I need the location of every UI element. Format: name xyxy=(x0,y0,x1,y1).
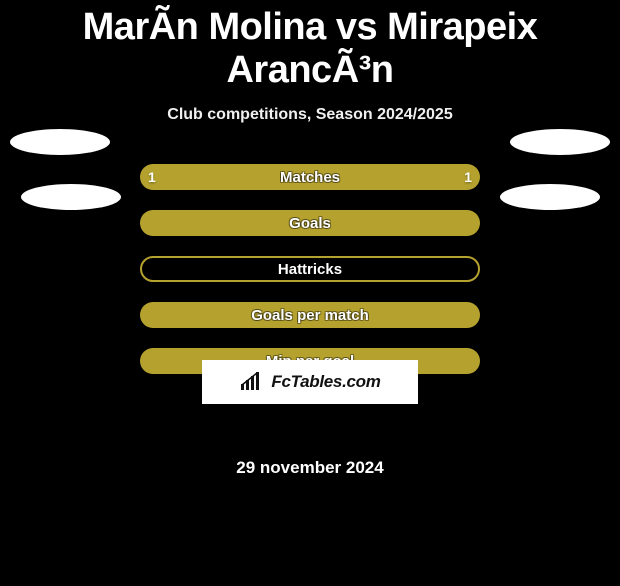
footer-date: 29 november 2024 xyxy=(0,458,620,478)
stat-value-right: 1 xyxy=(464,164,472,190)
player-disc xyxy=(10,129,110,155)
brand-name: FcTables xyxy=(271,372,342,391)
stat-bar xyxy=(140,210,480,236)
player-disc xyxy=(510,129,610,155)
stat-bar xyxy=(140,164,480,190)
player-disc xyxy=(500,184,600,210)
brand-suffix: .com xyxy=(342,372,380,391)
stat-row: Goals per match xyxy=(0,302,620,348)
stat-bar xyxy=(140,256,480,282)
player-disc xyxy=(21,184,121,210)
brand-badge[interactable]: FcTables.com xyxy=(202,360,418,404)
stat-row: Hattricks xyxy=(0,256,620,302)
bars-icon xyxy=(239,372,267,392)
page-title: MarÃ­n Molina vs Mirapeix ArancÃ³n xyxy=(0,6,620,92)
brand-text: FcTables.com xyxy=(271,372,380,392)
stat-bar xyxy=(140,302,480,328)
stat-value-left: 1 xyxy=(148,164,156,190)
stat-row: Goals xyxy=(0,210,620,256)
page-subtitle: Club competitions, Season 2024/2025 xyxy=(0,106,620,124)
